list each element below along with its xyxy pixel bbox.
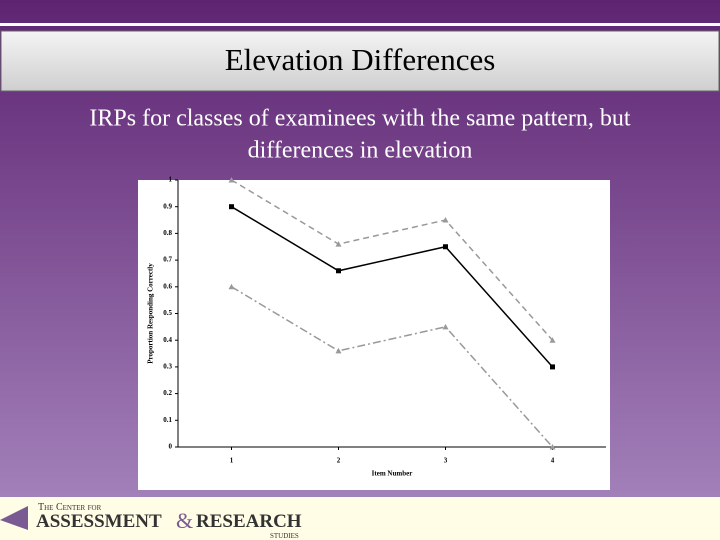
marker: [550, 364, 555, 370]
x-tick-label: 4: [551, 457, 555, 465]
marker: [442, 217, 449, 223]
marker: [229, 204, 234, 210]
body-text: IRPs for classes of examinees with the s…: [89, 106, 631, 132]
y-tick-label: 0.4: [163, 336, 172, 344]
logo-line: Studies: [270, 532, 299, 540]
logo-line: The Center for: [38, 502, 102, 513]
y-tick-label: 0.5: [163, 309, 172, 317]
x-tick-label: 2: [337, 457, 341, 465]
marker: [336, 268, 341, 274]
marker: [228, 177, 235, 183]
x-tick-label: 3: [444, 457, 448, 465]
series-line: [231, 286, 554, 448]
y-tick-label: 0.7: [163, 256, 172, 264]
marker: [442, 323, 449, 330]
marker: [335, 347, 342, 354]
x-tick-label: 1: [230, 457, 234, 465]
series-line: [231, 206, 554, 368]
y-tick-label: 0.9: [163, 202, 172, 210]
chart-area: [138, 180, 610, 490]
y-axis-label: Proportion Responding Correctly: [147, 263, 155, 364]
series-line: [231, 179, 554, 341]
marker: [549, 337, 556, 343]
y-tick-label: 0.1: [163, 416, 172, 424]
marker: [335, 241, 342, 247]
body-text: differences in elevation: [248, 138, 473, 164]
top-rule: [0, 23, 720, 26]
logo-word: Assessment: [36, 511, 162, 532]
marker: [549, 444, 556, 450]
logo-word: Research: [196, 511, 302, 532]
marker: [228, 283, 235, 290]
slide-title: Elevation Differences: [225, 42, 496, 77]
y-tick-label: 0.2: [163, 389, 172, 397]
logo-mark: [0, 506, 28, 530]
title-box: [0, 30, 720, 92]
marker: [443, 244, 448, 250]
y-tick-label: 1: [169, 176, 173, 184]
y-tick-label: 0: [169, 443, 173, 451]
y-tick-label: 0.6: [163, 282, 172, 290]
y-tick-label: 0.8: [163, 229, 172, 237]
x-axis-label: Item Number: [372, 470, 413, 478]
y-tick-label: 0.3: [163, 363, 172, 371]
footer: [0, 497, 720, 540]
logo-amp: &: [176, 508, 193, 533]
